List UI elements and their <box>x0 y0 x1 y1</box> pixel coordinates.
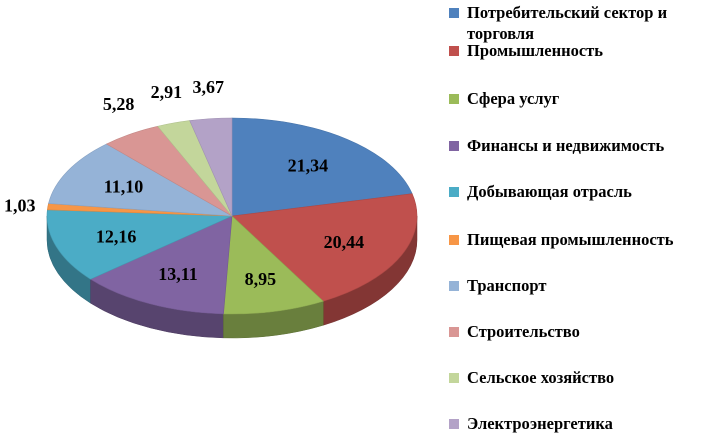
data-label-8: 5,28 <box>103 94 135 114</box>
legend-swatch <box>449 373 459 383</box>
legend-swatch <box>449 327 459 337</box>
slice-7 <box>48 143 233 217</box>
data-label-4: 13,11 <box>158 264 198 284</box>
legend-swatch <box>449 419 459 429</box>
data-label-5: 12,16 <box>96 226 137 246</box>
legend-label: Пищевая промышленность <box>467 230 674 249</box>
pie-slices <box>46 117 418 339</box>
legend-label: Потребительский сектор и торговля <box>467 3 668 43</box>
legend-swatch <box>449 187 459 197</box>
legend-swatch <box>449 141 459 151</box>
legend-swatch <box>449 281 459 291</box>
data-label-3: 8,95 <box>245 269 277 289</box>
legend-label: Сельское хозяйство <box>467 368 615 387</box>
legend-swatch <box>449 235 459 245</box>
slice-5 <box>46 209 233 280</box>
data-label-1: 21,34 <box>288 155 329 175</box>
data-label-10: 3,67 <box>192 77 224 97</box>
legend-label: Транспорт <box>467 276 547 295</box>
slice-4 <box>89 215 233 315</box>
slice-10 <box>189 117 233 217</box>
legend-label: Промышленность <box>467 41 603 60</box>
data-label-7: 11,10 <box>104 176 144 196</box>
legend-swatch <box>449 46 459 56</box>
data-label-6: 1,03 <box>4 196 36 216</box>
legend-label: Добывающая отрасль <box>467 182 632 201</box>
legend-label: Электроэнергетика <box>467 414 613 433</box>
legend-label: Финансы и недвижимость <box>467 136 665 155</box>
slice-2 <box>231 193 418 302</box>
data-label-9: 2,91 <box>151 82 183 102</box>
legend-label: Сфера услуг <box>467 89 560 108</box>
data-labels: 21,34 20,44 8,95 13,11 12,16 1,03 11,10 5,28 2,9… <box>4 77 364 289</box>
legend-swatch <box>449 8 459 18</box>
slice-3 <box>223 215 324 315</box>
legend-label: Строительство <box>467 322 580 341</box>
legend-swatch <box>449 94 459 104</box>
data-label-2: 20,44 <box>324 232 365 252</box>
slice-1 <box>231 117 413 217</box>
